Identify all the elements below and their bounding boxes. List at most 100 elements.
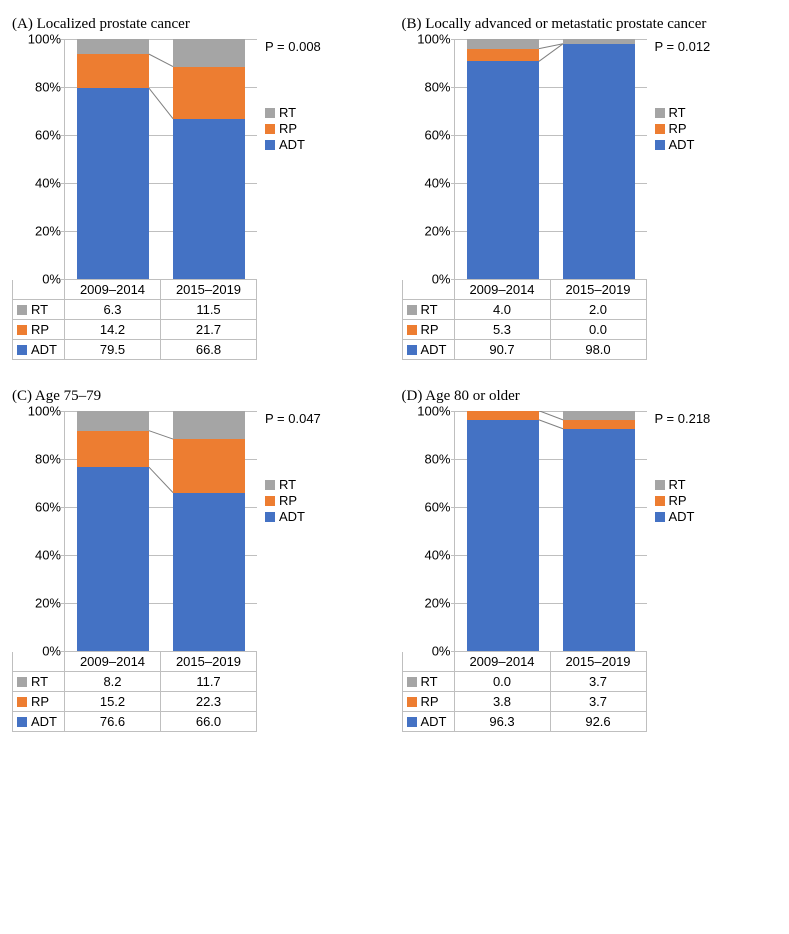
swatch-icon [265, 124, 275, 134]
bar-segment-ADT [563, 44, 635, 279]
swatch-icon [655, 140, 665, 150]
swatch-icon [17, 717, 27, 727]
table-row: ADT 90.798.0 [402, 340, 646, 360]
x-category-label: 2015–2019 [550, 652, 646, 672]
panel-title-D: (D) Age 80 or older [402, 388, 778, 405]
y-tick-label: 100% [21, 404, 61, 419]
table-row: ADT79.566.8 [12, 340, 256, 360]
y-tick-label: 60% [21, 500, 61, 515]
plot-area: 0%20%40%60%80%100% [454, 39, 647, 280]
series-name: ADT [31, 714, 57, 729]
legend-label: RT [669, 477, 686, 492]
series-name: RT [421, 302, 438, 317]
series-name: RT [31, 674, 48, 689]
value-cell: 8.2 [64, 672, 160, 692]
legend-item: RP [265, 493, 321, 508]
x-category-label: 2009–2014 [454, 280, 550, 300]
swatch-icon [407, 717, 417, 727]
y-tick-label: 60% [21, 128, 61, 143]
legend-item: RT [655, 105, 711, 120]
value-cell: 0.0 [550, 320, 646, 340]
legend-label: ADT [669, 137, 695, 152]
bars-container [65, 39, 257, 279]
series-name: RT [31, 302, 48, 317]
stacked-bar [467, 411, 539, 651]
legend: RTRPADT [265, 476, 321, 525]
data-table: RT4.02.0RP5.30.0ADT90.798.0 [402, 300, 647, 360]
chart-row: 0%20%40%60%80%100%2009–20142015–2019RT0.… [402, 411, 778, 732]
chart-row: 0%20%40%60%80%100%2009–20142015–2019RT8.… [12, 411, 388, 732]
value-cell: 5.3 [454, 320, 550, 340]
value-cell: 3.8 [454, 692, 550, 712]
value-cell: 15.2 [64, 692, 160, 712]
legend-item: RT [655, 477, 711, 492]
legend: RTRPADT [655, 104, 711, 153]
legend: RTRPADT [265, 104, 321, 153]
legend-label: RP [669, 121, 687, 136]
value-cell: 92.6 [550, 712, 646, 732]
series-name: ADT [421, 342, 447, 357]
x-category-label: 2015–2019 [550, 280, 646, 300]
swatch-icon [407, 677, 417, 687]
value-cell: 66.8 [160, 340, 256, 360]
value-cell: 66.0 [160, 712, 256, 732]
series-name: RP [421, 694, 439, 709]
stacked-bar [563, 411, 635, 651]
y-tick-label: 0% [21, 272, 61, 287]
side-column: P = 0.218RTRPADT [655, 411, 711, 525]
table-row: RT0.03.7 [402, 672, 646, 692]
swatch-icon [655, 512, 665, 522]
tick-mark [451, 651, 455, 652]
y-tick-label: 80% [21, 452, 61, 467]
value-cell: 76.6 [64, 712, 160, 732]
chart-column: 0%20%40%60%80%100%2009–20142015–2019RT4.… [402, 39, 647, 360]
chart-column: 0%20%40%60%80%100%2009–20142015–2019RT8.… [12, 411, 257, 732]
bar-segment-RP [563, 420, 635, 429]
bar-segment-RT [173, 39, 245, 67]
legend-label: ADT [669, 509, 695, 524]
y-tick-label: 20% [21, 224, 61, 239]
series-label-cell: ADT [402, 712, 454, 732]
y-tick-label: 0% [411, 644, 451, 659]
swatch-icon [407, 345, 417, 355]
legend-label: RP [279, 493, 297, 508]
bar-segment-RT [77, 411, 149, 431]
y-tick-label: 100% [411, 32, 451, 47]
bars-container [455, 411, 647, 651]
panel-title-A: (A) Localized prostate cancer [12, 16, 388, 33]
swatch-icon [407, 325, 417, 335]
table-row: RP15.222.3 [12, 692, 256, 712]
panel-title-B: (B) Locally advanced or metastatic prost… [402, 16, 778, 33]
series-name: ADT [421, 714, 447, 729]
swatch-icon [17, 677, 27, 687]
bar-segment-ADT [173, 119, 245, 279]
series-name: RT [421, 674, 438, 689]
series-label-cell: RP [402, 692, 454, 712]
value-cell: 90.7 [454, 340, 550, 360]
value-cell: 6.3 [64, 300, 160, 320]
value-cell: 96.3 [454, 712, 550, 732]
legend-item: RT [265, 477, 321, 492]
legend-label: RT [279, 105, 296, 120]
swatch-icon [655, 496, 665, 506]
series-name: RP [421, 322, 439, 337]
panel-C: (C) Age 75–790%20%40%60%80%100%2009–2014… [12, 388, 388, 732]
stacked-bar [173, 411, 245, 651]
value-cell: 98.0 [550, 340, 646, 360]
legend-label: RT [279, 477, 296, 492]
series-label-cell: ADT [12, 340, 64, 360]
side-column: P = 0.047RTRPADT [265, 411, 321, 525]
y-tick-label: 20% [21, 596, 61, 611]
value-cell: 11.5 [160, 300, 256, 320]
bar-segment-RP [173, 439, 245, 493]
x-category-label: 2009–2014 [64, 280, 160, 300]
data-table: RT6.311.5RP14.221.7ADT79.566.8 [12, 300, 257, 360]
x-category-label: 2009–2014 [64, 652, 160, 672]
swatch-icon [407, 697, 417, 707]
y-tick-label: 40% [21, 548, 61, 563]
legend-label: RT [669, 105, 686, 120]
p-value-label: P = 0.218 [655, 411, 711, 426]
y-tick-label: 100% [411, 404, 451, 419]
bars-container [455, 39, 647, 279]
legend-item: RP [655, 121, 711, 136]
